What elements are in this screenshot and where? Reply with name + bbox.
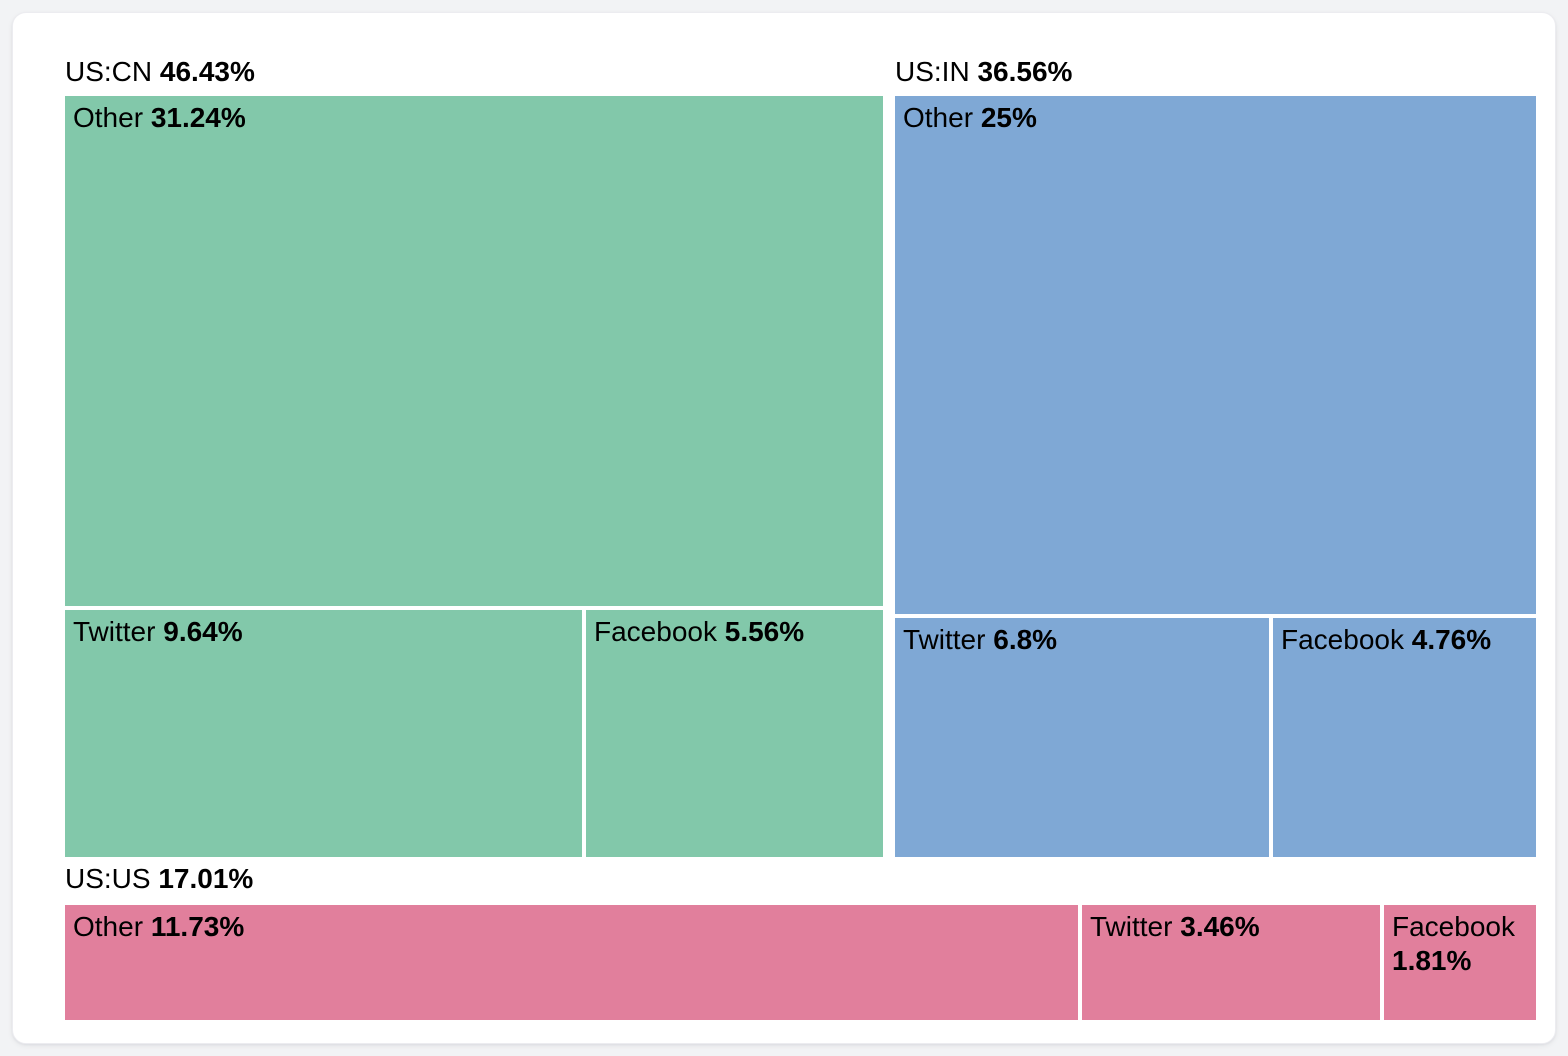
cell-percent: 4.76% xyxy=(1411,624,1492,655)
treemap-card: US:CN 46.43% Other 31.24% Twitter 9.64% … xyxy=(12,12,1556,1044)
cell-name: Twitter xyxy=(73,616,156,647)
cell-percent: 9.64% xyxy=(163,616,243,647)
group-name: US:US xyxy=(65,863,151,894)
cell-percent: 6.8% xyxy=(993,624,1058,655)
cell-name: Other xyxy=(73,911,144,942)
cell-percent: 31.24% xyxy=(150,102,246,133)
cell-label: Facebook 4.76% xyxy=(1273,618,1536,657)
cell-name: Twitter xyxy=(1090,911,1173,942)
cell-label: Twitter 6.8% xyxy=(895,618,1269,657)
cell-percent: 3.46% xyxy=(1180,911,1260,942)
treemap-cell-us-us-other[interactable]: Other 11.73% xyxy=(65,905,1078,1020)
treemap-cell-us-cn-other[interactable]: Other 31.24% xyxy=(65,96,883,606)
cell-percent: 5.56% xyxy=(724,616,805,647)
group-name: US:IN xyxy=(895,56,970,87)
cell-percent: 1.81% xyxy=(1392,945,1472,976)
cell-name: Facebook xyxy=(1392,911,1515,942)
group-percent: 36.56% xyxy=(977,56,1073,87)
treemap-cell-us-in-other[interactable]: Other 25% xyxy=(895,96,1536,614)
group-label-us-cn: US:CN 46.43% xyxy=(65,55,255,89)
cell-label: Other 11.73% xyxy=(65,905,1078,944)
treemap-chart: US:CN 46.43% Other 31.24% Twitter 9.64% … xyxy=(13,13,1555,1043)
cell-label: Twitter 3.46% xyxy=(1082,905,1380,944)
group-percent: 17.01% xyxy=(158,863,254,894)
treemap-cell-us-us-facebook[interactable]: Facebook 1.81% xyxy=(1384,905,1536,1020)
group-label-us-in: US:IN 36.56% xyxy=(895,55,1072,89)
cell-percent: 25% xyxy=(980,102,1037,133)
cell-label: Twitter 9.64% xyxy=(65,610,582,649)
group-percent: 46.43% xyxy=(159,56,255,87)
cell-name: Other xyxy=(903,102,974,133)
treemap-cell-us-us-twitter[interactable]: Twitter 3.46% xyxy=(1082,905,1380,1020)
treemap-cell-us-in-twitter[interactable]: Twitter 6.8% xyxy=(895,618,1269,857)
group-label-us-us: US:US 17.01% xyxy=(65,862,253,896)
cell-name: Facebook xyxy=(1281,624,1404,655)
cell-label: Other 31.24% xyxy=(65,96,883,135)
cell-label: Other 25% xyxy=(895,96,1536,135)
treemap-cell-us-cn-twitter[interactable]: Twitter 9.64% xyxy=(65,610,582,857)
treemap-cell-us-cn-facebook[interactable]: Facebook 5.56% xyxy=(586,610,883,857)
cell-label: Facebook 5.56% xyxy=(586,610,883,649)
cell-name: Facebook xyxy=(594,616,717,647)
treemap-cell-us-in-facebook[interactable]: Facebook 4.76% xyxy=(1273,618,1536,857)
cell-percent: 11.73% xyxy=(150,911,245,942)
group-name: US:CN xyxy=(65,56,153,87)
cell-name: Other xyxy=(73,102,144,133)
cell-name: Twitter xyxy=(903,624,986,655)
cell-label: Facebook 1.81% xyxy=(1384,905,1536,978)
